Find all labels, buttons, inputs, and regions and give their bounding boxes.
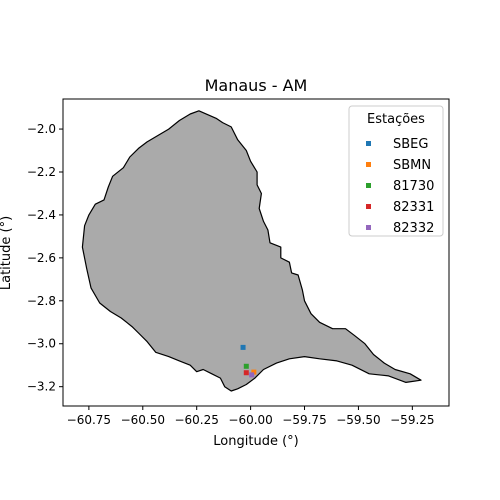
y-tick-label: −2.0 — [27, 122, 56, 136]
y-tick-label: −2.8 — [27, 294, 56, 308]
y-axis-ticks: −2.0 −2.2 −2.4 −2.6 −2.8 −3.0 −3.2 — [27, 122, 63, 394]
y-tick-label: −2.4 — [27, 208, 56, 222]
x-axis-ticks: −60.75 −60.50 −60.25 −60.00 −59.75 −59.50 −59.… — [67, 406, 435, 427]
legend-marker-SBMN — [366, 162, 371, 167]
legend-entry-SBEG: SBEG — [393, 137, 428, 152]
region-manaus — [81, 110, 422, 392]
x-tick-label: −59.25 — [390, 413, 434, 427]
legend-entry-SBMN: SBMN — [393, 158, 431, 173]
y-axis-label: Latitude (°) — [0, 216, 14, 290]
legend: Estações SBEG SBMN 81730 82331 82332 — [348, 105, 444, 237]
x-tick-label: −60.25 — [174, 413, 218, 427]
legend-entry-82331: 82331 — [393, 200, 434, 215]
legend-marker-81730 — [366, 183, 371, 188]
y-tick-label: −2.6 — [27, 251, 56, 265]
plot-area — [62, 98, 450, 407]
station-marker-81730 — [243, 363, 249, 369]
legend-marker-82331 — [366, 204, 371, 209]
legend-marker-SBEG — [366, 141, 371, 146]
legend-marker-82332 — [366, 225, 371, 230]
legend-title: Estações — [367, 112, 425, 127]
station-marker-82332 — [249, 372, 255, 378]
x-axis-label: Longitude (°) — [213, 434, 298, 449]
y-tick-label: −3.2 — [27, 380, 56, 394]
y-tick-label: −3.0 — [27, 337, 56, 351]
legend-box — [348, 105, 444, 237]
x-tick-label: −59.75 — [282, 413, 326, 427]
x-tick-label: −60.00 — [228, 413, 272, 427]
station-marker-82331 — [243, 370, 249, 376]
y-tick-label: −2.2 — [27, 165, 56, 179]
x-tick-label: −59.50 — [336, 413, 380, 427]
legend-entry-82332: 82332 — [393, 221, 434, 236]
x-tick-label: −60.75 — [67, 413, 111, 427]
axes-frame — [62, 98, 450, 407]
station-marker-SBMN — [251, 369, 257, 375]
chart-title: Manaus - AM — [205, 76, 308, 95]
station-marker-SBEG — [240, 344, 246, 350]
x-tick-label: −60.50 — [121, 413, 165, 427]
legend-entry-81730: 81730 — [393, 179, 434, 194]
